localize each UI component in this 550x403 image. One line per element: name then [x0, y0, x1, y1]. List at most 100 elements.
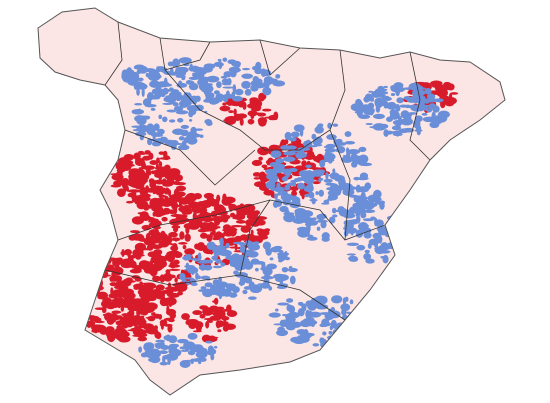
blue-patch — [272, 165, 285, 174]
blue-patch — [436, 114, 448, 123]
blue-patch — [164, 139, 173, 146]
red-patch — [113, 257, 123, 266]
red-patch — [148, 170, 152, 176]
blue-patch — [264, 248, 277, 252]
red-patch — [235, 219, 246, 224]
blue-patch — [207, 259, 213, 264]
red-patch — [158, 175, 162, 181]
red-patch — [115, 320, 124, 326]
blue-patch — [184, 277, 194, 280]
blue-patch — [296, 212, 304, 216]
blue-patch — [356, 244, 366, 251]
red-patch — [121, 258, 135, 264]
blue-patch — [320, 337, 325, 342]
red-patch — [153, 313, 161, 319]
blue-patch — [185, 348, 190, 351]
blue-patch — [133, 64, 145, 70]
red-patch — [158, 194, 167, 198]
blue-patch — [151, 141, 162, 147]
country-outline — [37, 7, 506, 396]
blue-patch — [136, 116, 147, 126]
blue-patch — [178, 136, 185, 141]
blue-patch — [183, 137, 188, 144]
blue-patch — [200, 286, 207, 290]
blue-patch — [159, 341, 165, 348]
blue-patch — [312, 138, 321, 146]
red-patch — [167, 324, 173, 333]
blue-patch — [288, 137, 297, 142]
red-patch — [141, 331, 145, 337]
red-patch — [203, 317, 217, 321]
blue-patch — [324, 151, 331, 156]
border — [124, 129, 256, 186]
red-patch — [111, 173, 124, 181]
red-patch — [185, 210, 193, 215]
blue-patch — [331, 207, 337, 214]
red-patch — [114, 264, 120, 268]
blue-patch — [217, 58, 222, 62]
blue-patch — [203, 99, 214, 103]
red-patch — [136, 252, 142, 257]
blue-patch — [195, 128, 204, 131]
red-patch — [253, 177, 261, 180]
blue-patch — [222, 86, 235, 89]
blue-patch — [153, 133, 163, 137]
blue-patch — [338, 184, 345, 187]
blue-patch — [297, 226, 309, 232]
red-patch — [212, 311, 225, 317]
land-cover — [84, 57, 459, 368]
red-patch — [125, 315, 138, 321]
red-patch — [136, 308, 141, 317]
blue-patch — [332, 168, 336, 174]
red-patch — [284, 138, 289, 145]
blue-patch — [328, 330, 333, 335]
blue-patch — [168, 94, 174, 103]
red-patch — [184, 233, 191, 242]
blue-patch — [363, 209, 376, 213]
red-patch — [252, 172, 261, 177]
blue-patch — [404, 115, 411, 123]
blue-patch — [325, 171, 329, 180]
blue-patch — [280, 319, 290, 328]
blue-patch — [138, 68, 148, 74]
blue-patch — [303, 176, 315, 185]
red-patch — [128, 174, 137, 184]
blue-patch — [378, 245, 390, 251]
blue-patch — [260, 266, 270, 272]
blue-patch — [286, 304, 293, 312]
red-patch — [180, 269, 185, 273]
red-patch — [171, 201, 179, 210]
blue-patch — [344, 296, 349, 302]
red-patch — [152, 211, 156, 217]
red-patch — [168, 268, 181, 271]
blue-patch — [187, 332, 198, 340]
red-patch — [164, 254, 169, 259]
red-patch — [251, 107, 261, 112]
red-patch — [153, 169, 165, 174]
blue-patch — [162, 102, 174, 106]
blue-patch — [344, 141, 356, 145]
red-patch — [142, 155, 151, 161]
blue-patch — [275, 74, 281, 79]
red-patch — [137, 172, 150, 181]
blue-patch — [381, 94, 387, 100]
blue-patch — [289, 200, 301, 209]
blue-patch — [275, 308, 279, 312]
red-patch — [112, 289, 125, 297]
blue-patch — [244, 88, 252, 96]
red-patch — [142, 292, 149, 298]
border — [239, 199, 271, 276]
blue-patch — [305, 300, 313, 308]
red-patch — [136, 196, 150, 202]
blue-patch — [351, 161, 358, 168]
blue-patch — [429, 121, 440, 129]
blue-patch — [181, 76, 186, 81]
blue-patch — [204, 118, 212, 125]
blue-patch — [422, 104, 431, 108]
blue-patch — [162, 116, 168, 123]
blue-patch — [158, 114, 163, 120]
blue-patch — [377, 250, 391, 254]
blue-patch — [136, 87, 140, 96]
blue-patch — [184, 264, 195, 268]
red-patch — [247, 103, 257, 109]
